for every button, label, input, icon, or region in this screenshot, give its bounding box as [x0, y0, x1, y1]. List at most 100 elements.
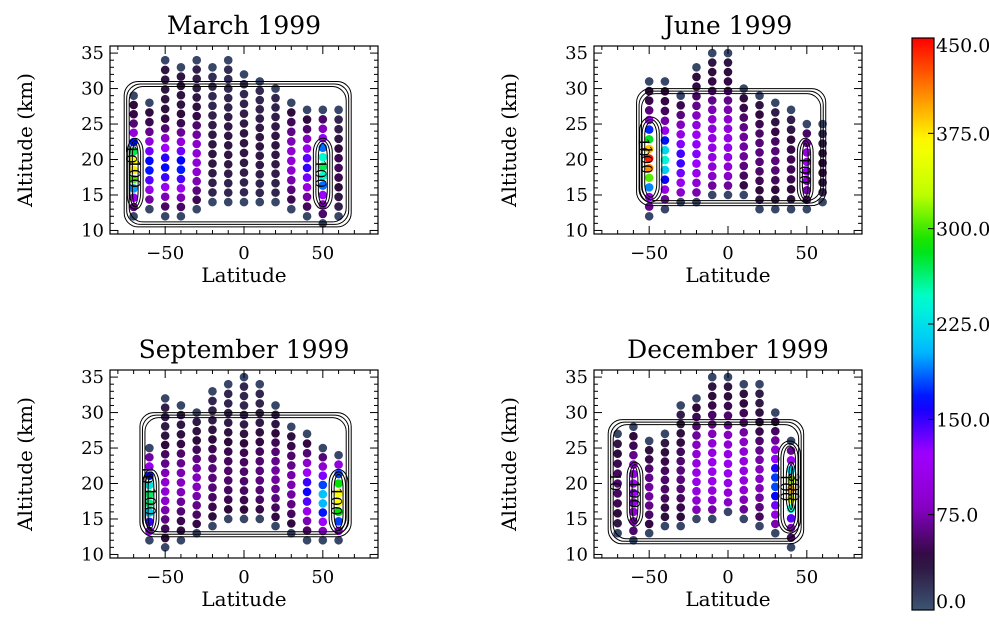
data-point [755, 204, 764, 214]
y-tick-label: 35 [81, 43, 104, 64]
data-point [739, 122, 749, 132]
data-point [271, 159, 280, 169]
data-point [271, 447, 280, 457]
data-point [707, 162, 717, 171]
data-point [707, 143, 717, 152]
data-point [739, 428, 749, 437]
data-point [755, 91, 764, 100]
data-point [208, 512, 217, 521]
data-point [302, 487, 312, 497]
data-point [707, 391, 717, 401]
data-point [208, 178, 217, 188]
data-point [145, 156, 154, 166]
data-point [192, 55, 202, 65]
data-point [223, 466, 233, 476]
data-point [786, 165, 796, 174]
contour-label: 10 [635, 138, 653, 157]
data-point [255, 105, 265, 114]
data-point [755, 512, 764, 521]
data-point [644, 144, 654, 154]
data-point [302, 526, 312, 535]
data-point [723, 96, 733, 105]
data-point [239, 486, 249, 495]
data-point [644, 501, 654, 510]
data-point [192, 121, 202, 130]
data-point [334, 498, 343, 507]
contour-line [631, 466, 639, 522]
data-point [239, 382, 249, 391]
data-point [255, 418, 265, 428]
data-point [644, 96, 654, 106]
colorbar-tick-label: 150.0 [936, 409, 989, 431]
data-point [302, 448, 312, 458]
data-point [755, 446, 764, 455]
data-point [755, 398, 764, 408]
data-points [644, 48, 827, 221]
data-point [676, 159, 686, 168]
data-point [239, 401, 249, 410]
data-point [223, 65, 233, 74]
data-point [739, 476, 749, 485]
data-point [223, 141, 233, 150]
data-point [802, 129, 812, 138]
data-point [176, 62, 186, 72]
data-point [660, 145, 670, 155]
data-point [676, 188, 686, 197]
data-point [723, 181, 733, 190]
data-point [192, 519, 202, 529]
data-point [239, 158, 249, 168]
data-point [271, 84, 280, 93]
contour-line [129, 140, 142, 208]
data-point [176, 497, 186, 507]
data-point [770, 204, 780, 214]
data-point [755, 455, 764, 465]
data-point [286, 156, 296, 166]
data-point [334, 517, 343, 526]
y-axis: 10 15 20 25 30 35 [81, 367, 378, 565]
data-point [334, 144, 343, 153]
data-point [255, 456, 265, 466]
data-point [223, 55, 233, 65]
data-point [660, 165, 670, 175]
data-point [739, 514, 749, 524]
data-point [334, 163, 343, 173]
data-point [176, 430, 186, 439]
data-point [208, 72, 217, 82]
contour-label: 10 [122, 145, 140, 164]
data-point [786, 185, 796, 194]
data-point [707, 382, 717, 391]
data-point [176, 516, 186, 526]
y-axis: 10 15 20 25 30 35 [81, 43, 378, 241]
data-point [629, 488, 638, 498]
data-point [286, 480, 296, 490]
data-point [644, 125, 654, 134]
data-point [129, 147, 138, 156]
y-tick-label: 35 [565, 367, 588, 388]
data-point [692, 197, 701, 207]
data-point [613, 449, 622, 459]
y-tick-label: 25 [565, 114, 588, 135]
data-point [770, 117, 780, 127]
data-point [707, 495, 717, 505]
data-point [692, 159, 701, 168]
data-point [208, 111, 217, 120]
data-point [255, 197, 265, 207]
x-tick-label: 0 [238, 243, 249, 264]
contour-line [328, 468, 349, 534]
data-point [318, 452, 328, 462]
contour-line [610, 421, 802, 542]
data-point [286, 490, 296, 499]
data-point [160, 403, 170, 412]
x-tick-label: 0 [238, 567, 249, 588]
data-point [723, 162, 733, 171]
data-point [208, 435, 217, 444]
data-point [629, 507, 638, 517]
data-point [208, 188, 217, 197]
contour-line [785, 461, 797, 513]
data-point [255, 142, 265, 151]
contour-line [626, 461, 644, 527]
x-tick-label: −50 [630, 243, 668, 264]
data-point [723, 392, 733, 401]
